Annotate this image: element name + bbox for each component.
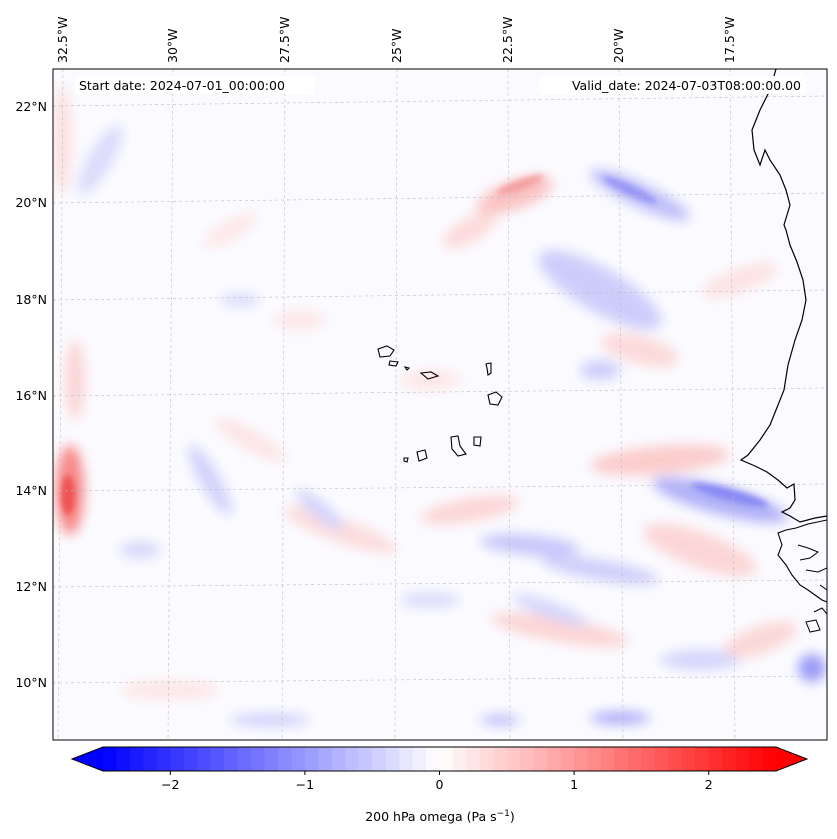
colorbar-swatch <box>197 747 212 771</box>
lon-label: 20°W <box>611 28 626 63</box>
colorbar-ticks <box>169 771 710 775</box>
colorbar-label: 200 hPa omega (Pa s−1) <box>365 809 515 824</box>
colorbar-swatch <box>358 747 373 771</box>
colorbar-outline <box>70 746 809 772</box>
colorbar-tick-label: 2 <box>705 777 713 792</box>
colorbar-label-text: 200 hPa omega (Pa s <box>365 809 496 824</box>
colorbar-tick-label: 0 <box>436 777 444 792</box>
colorbar-tick-labels: −2 −1 0 1 2 <box>161 777 713 792</box>
lat-label: 20°N <box>15 195 47 210</box>
colorbar-swatch <box>412 747 427 771</box>
lon-label: 17.5°W <box>722 17 737 63</box>
colorbar-swatch <box>264 747 279 771</box>
colorbar-swatch <box>533 747 548 771</box>
colorbar-label-exponent: −1 <box>497 809 510 819</box>
colorbar-swatch <box>103 747 117 771</box>
omega-field <box>53 85 826 726</box>
lat-label: 10°N <box>15 675 47 690</box>
colorbar-tick-label: 1 <box>570 777 578 792</box>
colorbar-max-extend <box>776 747 807 771</box>
colorbar-swatch <box>426 747 440 771</box>
colorbar-swatch <box>183 747 198 771</box>
map-frame <box>52 68 828 741</box>
colorbar-swatch <box>129 747 144 771</box>
lon-label: 27.5°W <box>277 17 292 63</box>
colorbar-swatch <box>722 747 737 771</box>
colorbar-swatch <box>654 747 669 771</box>
colorbar-swatch <box>681 747 696 771</box>
colorbar-swatch <box>762 747 777 771</box>
latitude-labels: 22°N 20°N 18°N 16°N 14°N 12°N 10°N <box>15 99 47 690</box>
colorbar-swatch <box>291 747 306 771</box>
lon-label: 25°W <box>389 28 404 63</box>
valid-date-label: Valid_date: 2024-07-03T08:00:00.00 <box>572 78 801 93</box>
lat-label: 14°N <box>15 483 47 498</box>
senegambia-coastline <box>777 519 827 603</box>
colorbar-swatch <box>520 747 535 771</box>
lon-label: 32.5°W <box>55 17 70 63</box>
colorbar-swatch <box>479 747 494 771</box>
cape-verde-islands <box>377 345 503 463</box>
colorbar-swatch <box>452 747 467 771</box>
colorbar-min-extend <box>72 747 103 771</box>
lat-label: 16°N <box>15 388 47 403</box>
longitude-labels: 32.5°W 30°W 27.5°W 25°W 22.5°W 20°W 17.5… <box>55 17 737 63</box>
colorbar-swatch <box>668 747 683 771</box>
colorbar-swatch <box>385 747 400 771</box>
colorbar-swatch <box>372 747 387 771</box>
colorbar-tick-label: −1 <box>296 777 314 792</box>
colorbar-swatch <box>601 747 615 771</box>
colorbar-swatch <box>251 747 266 771</box>
colorbar-swatch <box>277 747 292 771</box>
colorbar-swatch <box>547 747 562 771</box>
colorbar-swatch <box>749 747 764 771</box>
colorbar-label-end: ) <box>510 809 515 824</box>
colorbar-swatch <box>560 747 575 771</box>
start-date-box <box>75 76 315 94</box>
colorbar-swatches <box>103 747 777 771</box>
colorbar-swatch <box>170 747 185 771</box>
colorbar-swatch <box>614 747 629 771</box>
lat-label: 12°N <box>15 579 47 594</box>
colorbar-swatch <box>574 747 589 771</box>
colorbar-swatch <box>304 747 319 771</box>
colorbar-swatch <box>143 747 158 771</box>
colorbar-swatch <box>116 747 131 771</box>
colorbar-swatch <box>506 747 521 771</box>
colorbar-swatch <box>641 747 656 771</box>
lat-label: 18°N <box>15 292 47 307</box>
colorbar-swatch <box>399 747 414 771</box>
valid-date-box <box>540 76 806 94</box>
africa-coastline <box>739 69 827 523</box>
colorbar-swatch <box>439 747 454 771</box>
start-date-label: Start date: 2024-07-01_00:00:00 <box>79 78 285 93</box>
colorbar-swatch <box>331 747 346 771</box>
colorbar-swatch <box>210 747 225 771</box>
lon-label: 30°W <box>165 28 180 63</box>
gridlines <box>53 69 827 740</box>
guinea-bissau-coastline <box>797 544 827 633</box>
colorbar-swatch <box>318 747 333 771</box>
colorbar-swatch <box>345 747 360 771</box>
lon-label: 22.5°W <box>500 17 515 63</box>
colorbar-swatch <box>735 747 750 771</box>
colorbar-swatch <box>493 747 508 771</box>
colorbar-swatch <box>224 747 239 771</box>
colorbar-swatch <box>708 747 723 771</box>
colorbar-swatch <box>466 747 481 771</box>
lat-label: 22°N <box>15 99 47 114</box>
colorbar-swatch <box>237 747 252 771</box>
colorbar-swatch <box>627 747 642 771</box>
colorbar: −2 −1 0 1 2 200 hPa omega (Pa s−1) <box>70 746 809 824</box>
colorbar-tick-label: −2 <box>161 777 179 792</box>
colorbar-swatch <box>695 747 710 771</box>
map-panel: Start date: 2024-07-01_00:00:00 Valid_da… <box>15 17 828 741</box>
colorbar-swatch <box>156 747 171 771</box>
colorbar-swatch <box>587 747 602 771</box>
